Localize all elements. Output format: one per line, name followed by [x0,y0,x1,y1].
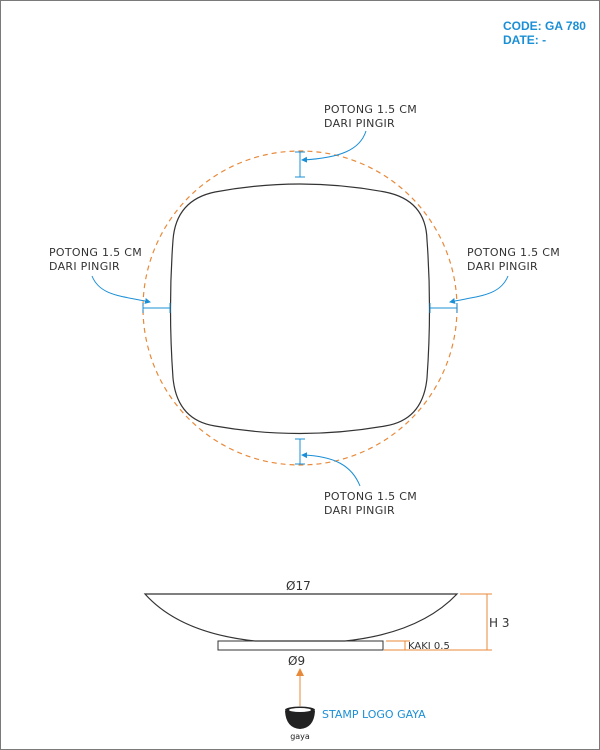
callout-bottom-line2: DARI PINGIR [324,504,395,517]
callout-top-line1: POTONG 1.5 CM [324,103,417,116]
plate-profile [143,593,459,642]
cut-dimension-top [295,130,367,178]
foot-height-label: KAKI 0.5 [408,641,450,652]
callout-left-line2: DARI PINGIR [49,260,120,273]
stamp-label: STAMP LOGO GAYA [322,708,426,721]
height-label: H 3 [489,616,509,630]
callout-bottom-line1: POTONG 1.5 CM [324,490,417,503]
foot-diameter-label: Ø9 [288,654,305,668]
cut-dimension-right [429,275,509,313]
callout-right-line2: DARI PINGIR [467,260,538,273]
height-dimension [384,593,492,651]
cut-dimension-left [91,275,171,313]
product-code: CODE: GA 780 [503,19,586,33]
top-view: POTONG 1.5 CM DARI PINGIR POTONG 1.5 CM … [49,103,560,517]
callout-left-line1: POTONG 1.5 CM [49,246,142,259]
logo-wordmark: gaya [290,732,310,741]
cut-dimension-bottom [295,438,361,487]
rim-diameter-label: Ø17 [286,579,311,593]
original-round-outline [142,150,458,466]
callout-top-line2: DARI PINGIR [324,117,395,130]
cut-square-plate-outline [169,183,431,435]
foot-ring [217,640,384,651]
callout-right-line1: POTONG 1.5 CM [467,246,560,259]
drawing-date: DATE: - [503,33,547,47]
title-block: CODE: GA 780 DATE: - [503,19,586,47]
side-view: Ø17 H 3 KAKI 0.5 Ø9 [143,579,509,706]
gaya-logo: gaya [285,706,315,741]
